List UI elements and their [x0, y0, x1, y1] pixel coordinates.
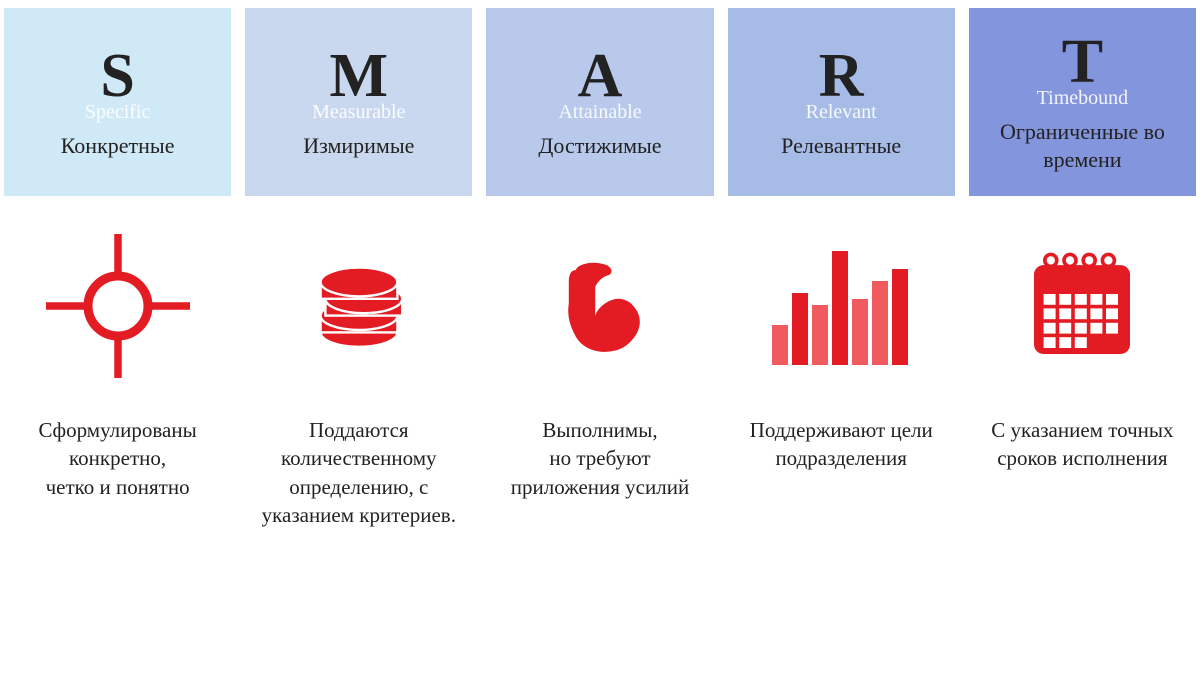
letter-m: M: [330, 45, 389, 107]
desc-a: Выполнимы,но требуют приложения усилий: [486, 416, 713, 501]
desc-s: Сформулированы конкретно,четко и понятно: [4, 416, 231, 501]
letter-r: R: [819, 45, 864, 107]
eng-r: Relevant: [806, 101, 877, 124]
header-m: M Measurable Измиримые: [245, 8, 472, 196]
icon-a-wrap: [486, 196, 713, 416]
header-a: A Attainable Достижимые: [486, 8, 713, 196]
smart-grid: S Specific Конкретные Сформулированы кон…: [0, 0, 1200, 675]
ru-title-r: Релевантные: [781, 132, 901, 160]
ru-title-a: Достижимые: [538, 132, 661, 160]
eng-a: Attainable: [558, 101, 641, 124]
col-a: A Attainable Достижимые Выполнимы,но тре…: [486, 8, 713, 667]
icon-r-wrap: [728, 196, 955, 416]
desc-r: Поддерживают цели подразделения: [728, 416, 955, 473]
desc-t: С указанием точныхсроков исполнения: [985, 416, 1179, 473]
ru-title-m: Измиримые: [303, 132, 414, 160]
letter-a: A: [578, 45, 623, 107]
letter-s: S: [100, 45, 134, 107]
col-m: M Measurable Измиримые Поддаются количес…: [245, 8, 472, 667]
col-t: T Timebound Ограниченные во времени: [969, 8, 1196, 667]
ru-title-s: Конкретные: [61, 132, 175, 160]
bars-icon: [766, 241, 916, 371]
eng-s: Specific: [85, 101, 151, 124]
icon-t-wrap: [969, 196, 1196, 416]
eng-m: Measurable: [312, 101, 405, 124]
col-s: S Specific Конкретные Сформулированы кон…: [4, 8, 231, 667]
desc-m: Поддаются количественному определению, с…: [245, 416, 472, 529]
header-r: R Relevant Релевантные: [728, 8, 955, 196]
icon-m-wrap: [245, 196, 472, 416]
header-s: S Specific Конкретные: [4, 8, 231, 196]
crosshair-icon: [43, 231, 193, 381]
header-t: T Timebound Ограниченные во времени: [969, 8, 1196, 196]
letter-t: T: [1062, 31, 1103, 93]
calendar-icon: [1022, 246, 1142, 366]
icon-s-wrap: [4, 196, 231, 416]
coins-icon: [299, 246, 419, 366]
eng-t: Timebound: [1037, 87, 1129, 110]
ru-title-t: Ограниченные во времени: [973, 118, 1192, 173]
col-r: R Relevant Релевантные Поддерживают цели…: [728, 8, 955, 667]
biceps-icon: [540, 246, 660, 366]
